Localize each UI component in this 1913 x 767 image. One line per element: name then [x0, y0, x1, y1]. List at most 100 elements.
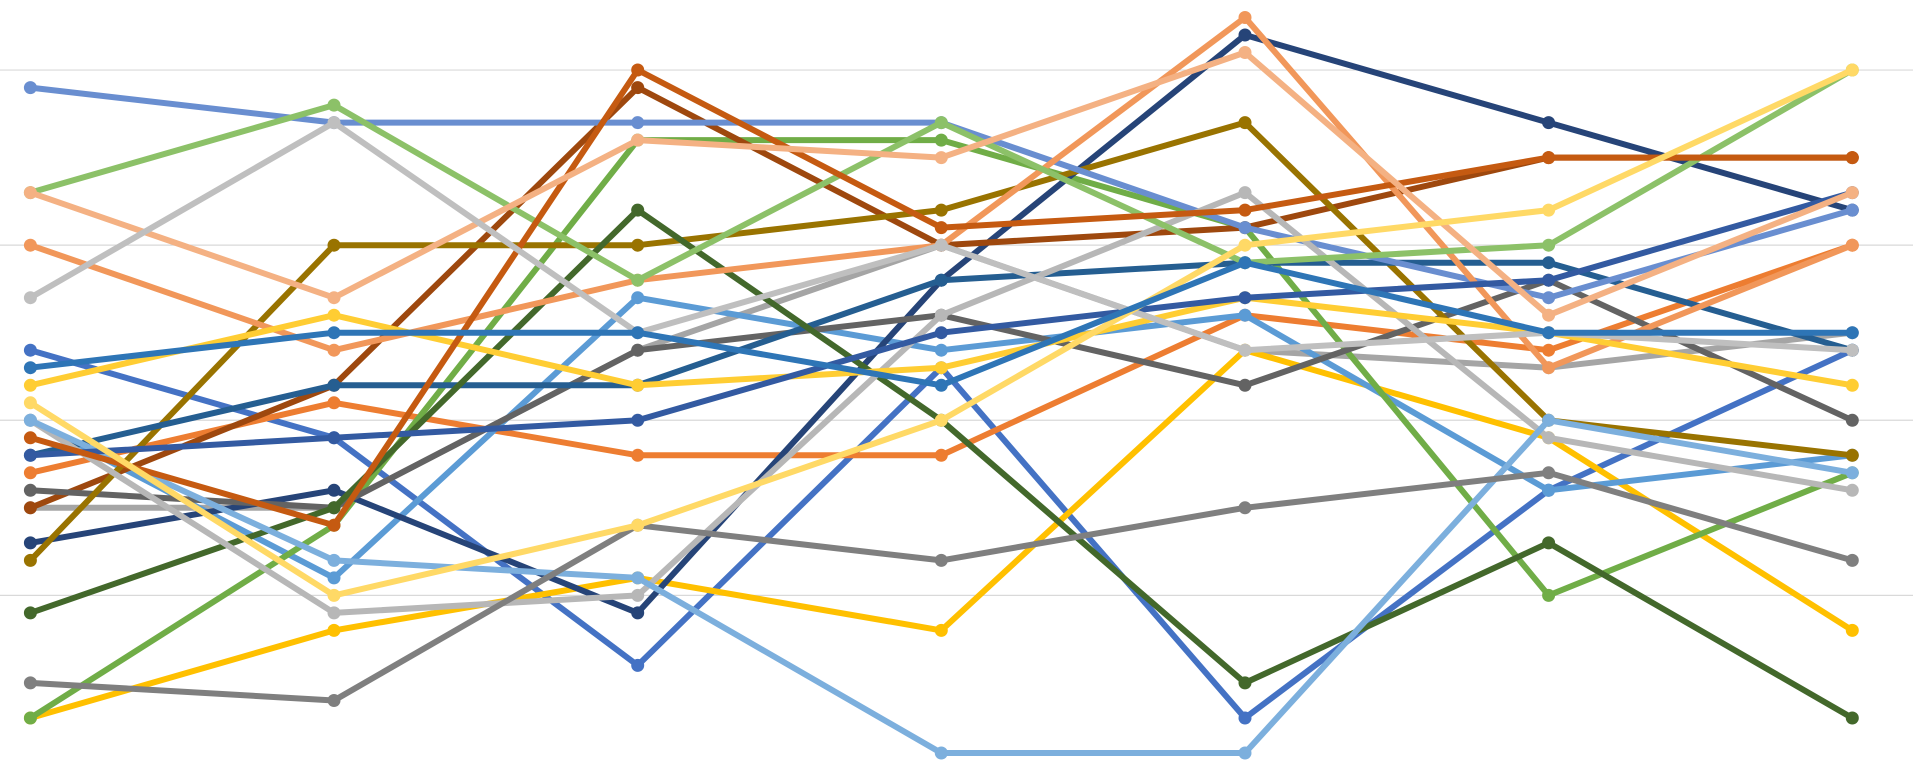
- data-point-15-6: [1542, 431, 1556, 445]
- data-point-25-6: [1542, 326, 1556, 340]
- data-point-9-5: [1238, 378, 1252, 392]
- data-point-20-1: [23, 431, 37, 445]
- data-point-18-2: [327, 98, 341, 112]
- data-point-10-2: [327, 238, 341, 252]
- data-point-7-6: [1542, 116, 1556, 130]
- data-point-5-6: [1542, 483, 1556, 497]
- data-point-23-2: [327, 116, 341, 130]
- data-point-13-1: [23, 81, 37, 95]
- data-point-24-6: [1542, 203, 1556, 217]
- series-17: [23, 413, 1859, 760]
- data-point-6-6: [1542, 588, 1556, 602]
- series-18: [23, 63, 1859, 287]
- data-point-15-4: [934, 308, 948, 322]
- data-point-23-5: [1238, 343, 1252, 357]
- data-point-5-4: [934, 343, 948, 357]
- data-point-17-7: [1845, 466, 1859, 480]
- data-point-14-5: [1238, 11, 1252, 24]
- data-point-14-2: [327, 343, 341, 357]
- data-point-2-1: [23, 466, 37, 480]
- data-point-25-2: [327, 326, 341, 340]
- data-point-16-7: [1845, 378, 1859, 392]
- data-point-1-3: [631, 658, 645, 672]
- data-point-21-5: [1238, 501, 1252, 515]
- data-point-21-7: [1845, 553, 1859, 567]
- data-point-8-3: [631, 81, 645, 95]
- data-point-15-7: [1845, 483, 1859, 497]
- data-point-16-4: [934, 361, 948, 375]
- data-point-1-1: [23, 343, 37, 357]
- data-point-25-1: [23, 361, 37, 375]
- data-point-17-4: [934, 746, 948, 760]
- data-point-20-5: [1238, 203, 1252, 217]
- data-point-2-6: [1542, 343, 1556, 357]
- data-point-16-3: [631, 378, 645, 392]
- data-point-22-3: [631, 133, 645, 147]
- data-point-4-2: [327, 623, 341, 637]
- data-point-6-4: [934, 133, 948, 147]
- series-25: [23, 256, 1859, 392]
- data-point-24-7: [1845, 63, 1859, 77]
- series-line-17: [27, 417, 1856, 756]
- data-point-13-5: [1238, 221, 1252, 235]
- data-point-21-2: [327, 694, 341, 707]
- data-point-24-1: [23, 396, 37, 410]
- data-point-10-5: [1238, 116, 1252, 130]
- data-point-11-4: [934, 273, 948, 287]
- data-point-15-2: [327, 606, 341, 620]
- data-point-25-3: [631, 326, 645, 340]
- data-point-1-5: [1238, 711, 1252, 725]
- data-point-9-7: [1845, 413, 1859, 427]
- data-point-22-7: [1845, 186, 1859, 200]
- data-point-19-3: [631, 413, 645, 427]
- data-point-7-2: [327, 483, 341, 497]
- series-line-15: [27, 189, 1856, 616]
- data-point-12-2: [327, 501, 341, 515]
- series-line-4: [27, 347, 1856, 721]
- data-point-2-3: [631, 448, 645, 462]
- data-point-25-5: [1238, 256, 1252, 270]
- data-point-5-2: [327, 571, 341, 585]
- data-point-8-1: [23, 501, 37, 515]
- series-line-1: [27, 347, 1856, 721]
- data-point-2-2: [327, 396, 341, 410]
- data-point-14-1: [23, 238, 37, 252]
- data-point-15-5: [1238, 186, 1252, 200]
- data-point-14-7: [1845, 238, 1859, 252]
- data-point-19-2: [327, 431, 341, 445]
- data-point-13-7: [1845, 203, 1859, 217]
- data-point-12-3: [631, 203, 645, 217]
- data-point-22-1: [23, 186, 37, 200]
- data-point-22-5: [1238, 46, 1252, 59]
- data-point-17-3: [631, 571, 645, 585]
- data-point-16-1: [23, 378, 37, 392]
- series-20: [23, 63, 1859, 532]
- data-point-25-7: [1845, 326, 1859, 340]
- data-point-11-2: [327, 378, 341, 392]
- data-point-16-2: [327, 308, 341, 322]
- data-point-12-7: [1845, 711, 1859, 725]
- data-point-19-5: [1238, 291, 1252, 305]
- data-point-12-6: [1542, 536, 1556, 550]
- data-point-23-7: [1845, 343, 1859, 357]
- data-point-14-6: [1542, 361, 1556, 375]
- data-point-19-1: [23, 448, 37, 462]
- data-point-13-6: [1542, 291, 1556, 305]
- data-point-7-5: [1238, 28, 1252, 42]
- data-point-17-1: [23, 413, 37, 427]
- data-point-7-1: [23, 536, 37, 550]
- data-point-13-3: [631, 116, 645, 130]
- data-point-7-3: [631, 606, 645, 620]
- data-point-20-3: [631, 63, 645, 77]
- data-point-25-4: [934, 378, 948, 392]
- data-point-10-1: [23, 553, 37, 567]
- data-point-18-6: [1542, 238, 1556, 252]
- data-point-22-6: [1542, 308, 1556, 322]
- data-point-18-3: [631, 273, 645, 287]
- data-point-24-3: [631, 518, 645, 532]
- data-point-10-3: [631, 238, 645, 252]
- data-point-23-4: [934, 238, 948, 252]
- data-point-11-6: [1542, 256, 1556, 270]
- series-21: [23, 466, 1859, 707]
